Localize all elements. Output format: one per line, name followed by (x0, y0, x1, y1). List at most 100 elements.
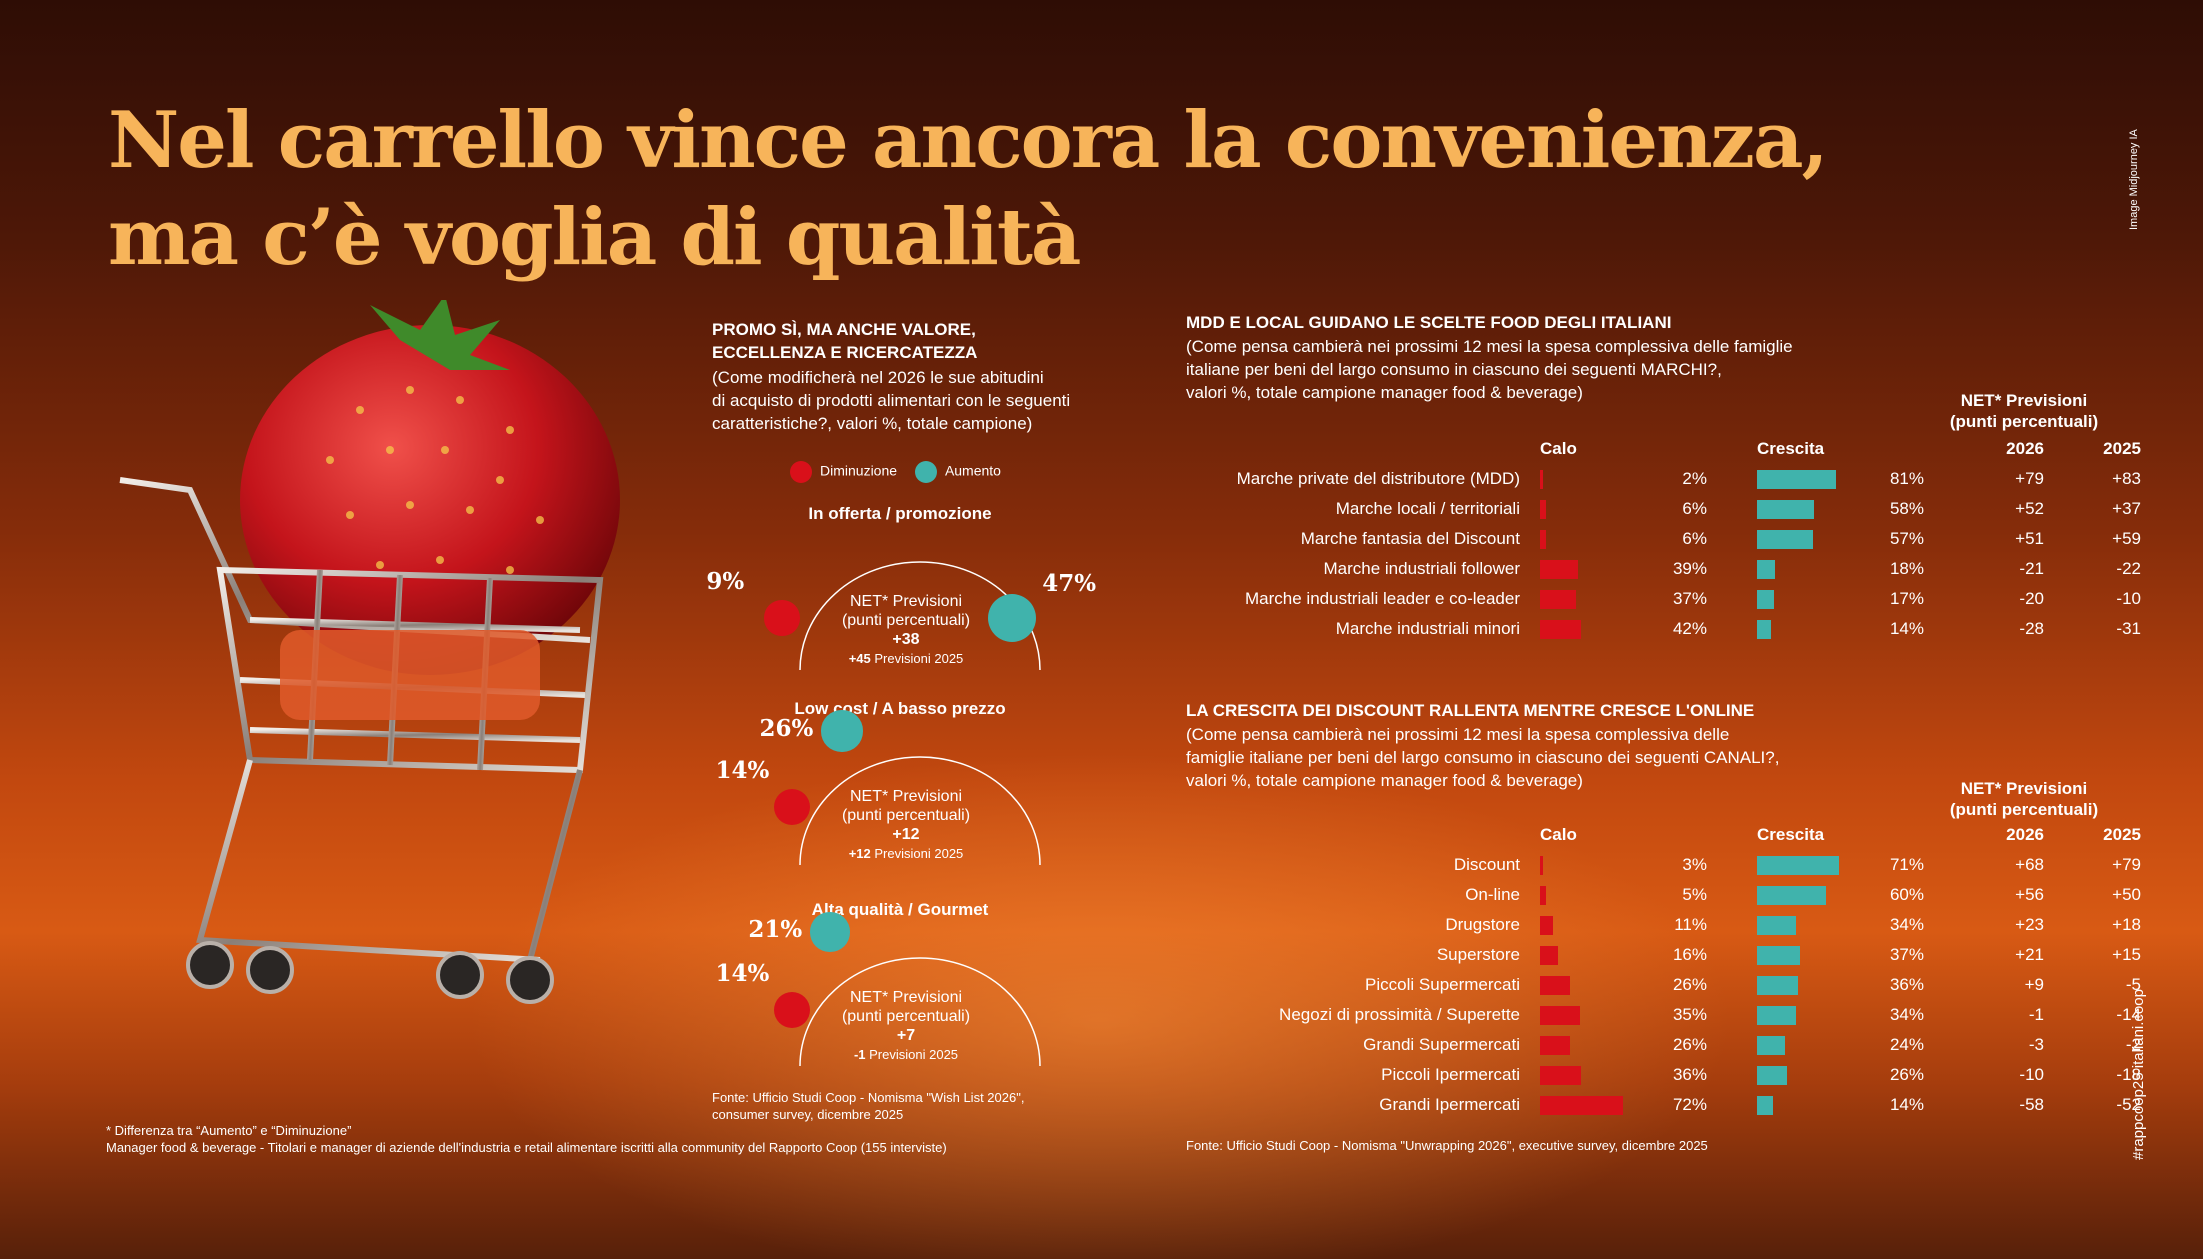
net-2026-value: -28 (2019, 619, 2044, 638)
calo-value: 72% (1672, 1095, 1707, 1114)
calo-bar-cell (1540, 494, 1635, 524)
footnote-line1: * Differenza tra “Aumento” e “Diminuzion… (106, 1123, 352, 1138)
net-forecast: NET* Previsioni (punti percentuali) +7 -… (806, 988, 1006, 1064)
net-2026-value: +51 (2015, 529, 2044, 548)
legend: Diminuzione Aumento (790, 461, 1001, 483)
col-2025: 2025 (2103, 439, 2141, 458)
promo-heading-line1: PROMO SÌ, MA ANCHE VALORE, (712, 320, 976, 339)
crescita-bar-cell (1757, 1090, 1852, 1120)
crescita-value: 14% (1889, 619, 1924, 638)
crescita-bar-cell (1757, 1060, 1852, 1090)
cart-wheels (186, 941, 554, 1004)
prev-label: Previsioni 2025 (874, 846, 964, 861)
row-label: Drugstore (1445, 915, 1520, 934)
crescita-bar-cell (1757, 1000, 1852, 1030)
net-2025-value: +15 (2112, 945, 2141, 964)
table-row: Grandi Supermercati 26% 24% -3 -2 (1170, 1030, 2141, 1060)
net-forecast: NET* Previsioni (punti percentuali) +38 … (806, 592, 1006, 668)
table-row: Negozi di prossimità / Superette 35% 34% -1… (1170, 1000, 2141, 1030)
net-label-1: NET* Previsioni (849, 593, 963, 610)
row-label: Piccoli Ipermercati (1381, 1065, 1520, 1084)
col-calo: Calo (1540, 825, 1577, 844)
crescita-bar (1757, 1095, 1774, 1115)
crescita-value: 57% (1889, 529, 1924, 548)
calo-bar-cell (1540, 464, 1635, 494)
net-2025-value: +50 (2112, 885, 2141, 904)
net-2025-value: +83 (2112, 469, 2141, 488)
calo-value: 3% (1682, 855, 1707, 874)
table-row: Piccoli Supermercati 26% 36% +9 -5 (1170, 970, 2141, 1000)
calo-value: 42% (1672, 619, 1707, 638)
crescita-bar-cell (1757, 464, 1852, 494)
table-row: Marche private del distributore (MDD) 2% 8… (1170, 464, 2141, 494)
table-row: Marche industriali leader e co-leader 37%… (1170, 584, 2141, 614)
calo-bar-cell (1540, 970, 1635, 1000)
net-2025-value: -2 (2125, 1035, 2141, 1054)
calo-value: 6% (1682, 499, 1707, 518)
calo-bar-cell (1540, 1090, 1635, 1120)
crescita-value: 37% (1889, 945, 1924, 964)
net-2026-value: -20 (2019, 589, 2044, 608)
crescita-bar (1757, 885, 1826, 905)
net-2026-value: +68 (2015, 855, 2044, 874)
title-line-1: Nel carrello vince ancora la convenienza… (108, 95, 1829, 186)
row-label: Marche locali / territoriali (1335, 499, 1520, 518)
net-2025-value: -52 (2116, 1095, 2141, 1114)
calo-bar-cell (1540, 880, 1635, 910)
prev-label: Previsioni 2025 (869, 1047, 959, 1062)
gauge-arc (799, 756, 1041, 866)
col-crescita: Crescita (1757, 439, 1825, 458)
net-forecast: NET* Previsioni (punti percentuali) +12 … (806, 787, 1006, 863)
net-2026-value: +21 (2015, 945, 2044, 964)
title-line-2: ma c’è voglia di qualità (108, 192, 1081, 283)
crescita-bar (1757, 915, 1797, 935)
gauge-in-offerta: In offerta / promozione 9% 47% NET* Prev… (700, 500, 1140, 680)
col-2025: 2025 (2103, 825, 2141, 844)
prev-value: -1 (853, 1047, 866, 1062)
calo-bar-cell (1540, 554, 1635, 584)
table-row: Marche fantasia del Discount 6% 57% +51 +59 (1170, 524, 2141, 554)
calo-bar-cell (1540, 614, 1635, 644)
footnote: * Differenza tra “Aumento” e “Diminuzion… (106, 1122, 947, 1156)
calo-bar-cell (1540, 1030, 1635, 1060)
row-label: Grandi Ipermercati (1379, 1095, 1520, 1114)
crescita-bar-cell (1757, 880, 1852, 910)
crescita-value: 18% (1889, 559, 1924, 578)
crescita-bar (1757, 945, 1800, 965)
crescita-value: 17% (1889, 589, 1924, 608)
net-label-1: NET* Previsioni (849, 788, 963, 805)
calo-value: 36% (1672, 1065, 1707, 1084)
calo-bar (1540, 945, 1559, 965)
channels-net-header-2: (punti percentuali) (1949, 800, 2099, 819)
increase-dot (810, 912, 850, 952)
calo-bar (1540, 499, 1546, 519)
crescita-bar-cell (1757, 1030, 1852, 1060)
channels-subtitle: (Come pensa cambierà nei prossimi 12 mes… (1186, 723, 1779, 792)
left-source-line1: Fonte: Ufficio Studi Coop - Nomisma "Wis… (712, 1090, 1025, 1105)
calo-bar (1540, 619, 1582, 639)
row-label: Marche industriali leader e co-leader (1245, 589, 1520, 608)
table-row: Piccoli Ipermercati 36% 26% -10 -18 (1170, 1060, 2141, 1090)
legend-increase-swatch (914, 461, 937, 483)
row-label: Marche private del distributore (MDD) (1236, 469, 1520, 488)
net-2026-value: -1 (2028, 1005, 2044, 1024)
promo-subtitle-line1: (Come modificherà nel 2026 le sue abitud… (712, 368, 1044, 387)
net-value: +12 (892, 826, 920, 843)
calo-bar (1540, 975, 1570, 995)
promo-subtitle: (Come modificherà nel 2026 le sue abitud… (712, 366, 1070, 435)
crescita-value: 71% (1889, 855, 1924, 874)
decrease-dot (773, 991, 811, 1029)
crescita-bar (1757, 529, 1813, 549)
net-2026-value: +52 (2015, 499, 2044, 518)
net-2026-value: -21 (2019, 559, 2044, 578)
row-label: Piccoli Supermercati (1365, 975, 1520, 994)
net-label-1: NET* Previsioni (849, 989, 963, 1006)
increase-dot (821, 710, 863, 752)
crescita-bar (1757, 499, 1814, 519)
footnote-line2: Manager food & beverage - Titolari e man… (106, 1140, 947, 1155)
decrease-pct-label: 9% (706, 568, 745, 595)
crescita-value: 14% (1889, 1095, 1924, 1114)
cart-seat (280, 630, 540, 720)
net-2025-value: -31 (2116, 619, 2141, 638)
crescita-value: 60% (1889, 885, 1924, 904)
